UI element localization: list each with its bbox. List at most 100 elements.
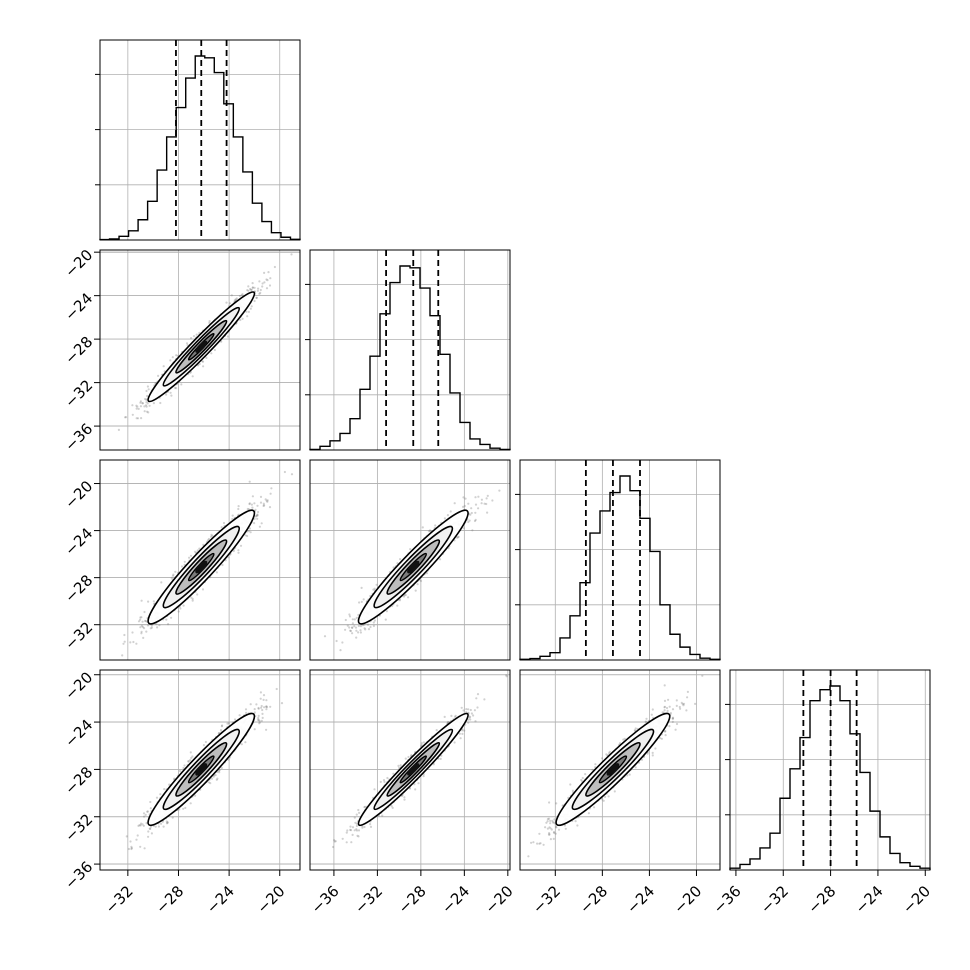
scatter-point [190, 596, 193, 599]
scatter-point [248, 502, 251, 505]
scatter-point [348, 615, 352, 618]
scatter-point [189, 751, 192, 754]
scatter-point [351, 626, 354, 629]
scatter-point [210, 352, 213, 355]
scatter-point [206, 539, 209, 542]
scatter-point [269, 492, 272, 495]
scatter-point [253, 711, 256, 714]
scatter-point [177, 610, 180, 613]
scatter-point [156, 626, 159, 629]
scatter-point [191, 599, 194, 602]
scatter-point [141, 620, 144, 623]
scatter-point [143, 410, 146, 413]
scatter-point [434, 524, 437, 527]
scatter-point [131, 631, 134, 634]
scatter-point [143, 405, 146, 408]
scatter-point [257, 707, 260, 710]
scatter-point [255, 296, 258, 299]
scatter-point [240, 294, 243, 297]
scatter-point [227, 556, 230, 559]
scatter-point [248, 480, 251, 483]
scatter-point [491, 499, 494, 502]
scatter-point [231, 514, 234, 517]
panel-content [121, 470, 294, 657]
scatter-point [354, 626, 358, 629]
histogram-panel-2 [515, 459, 721, 661]
scatter-panel-2-1 [309, 459, 511, 666]
scatter-point [171, 356, 174, 359]
scatter-point [396, 562, 399, 565]
scatter-point [179, 607, 182, 610]
scatter-point [427, 530, 431, 533]
scatter-point [349, 629, 352, 633]
scatter-point [253, 522, 256, 525]
scatter-point [344, 618, 347, 622]
scatter-point [136, 834, 139, 837]
scatter-point [369, 625, 372, 629]
scatter-point [259, 291, 262, 294]
scatter-point [208, 320, 211, 323]
scatter-point [234, 298, 237, 301]
scatter-point [348, 613, 351, 616]
scatter-point [416, 583, 419, 586]
scatter-point [132, 640, 135, 644]
scatter-point [145, 389, 148, 393]
scatter-point [165, 822, 169, 825]
scatter-point [425, 572, 429, 575]
scatter-point [187, 760, 190, 763]
scatter-point [169, 359, 172, 362]
scatter-point [213, 348, 216, 352]
scatter-point [148, 827, 151, 830]
scatter-point [172, 573, 175, 576]
scatter-point [341, 641, 344, 644]
scatter-point [190, 337, 193, 340]
scatter-point [262, 504, 265, 507]
scatter-point [283, 470, 286, 474]
scatter-point [269, 277, 272, 280]
scatter-point [226, 335, 229, 338]
scatter-point [251, 282, 254, 285]
scatter-point [364, 628, 367, 631]
scatter-point [463, 504, 466, 508]
scatter-point [353, 625, 356, 628]
scatter-point [449, 510, 452, 513]
scatter-point [248, 502, 251, 506]
scatter-point [351, 622, 354, 625]
scatter-point [189, 554, 193, 557]
scatter-point [419, 579, 423, 583]
scatter-point [218, 769, 221, 772]
scatter-point [439, 558, 442, 561]
scatter-point [428, 529, 432, 532]
panel-content [117, 253, 293, 431]
scatter-point [253, 286, 256, 289]
scatter-point [357, 624, 360, 628]
scatter-point [396, 604, 399, 607]
scatter-point [139, 824, 142, 827]
scatter-point [191, 597, 194, 601]
scatter-point [198, 331, 201, 334]
scatter-point [239, 544, 243, 547]
scatter-point [192, 335, 196, 338]
scatter-point [326, 664, 328, 666]
scatter-point [196, 593, 199, 596]
scatter-point [421, 526, 424, 529]
scatter-point [140, 417, 143, 420]
scatter-point [198, 547, 201, 550]
scatter-point [123, 633, 126, 637]
scatter-point [257, 287, 260, 290]
scatter-point [474, 518, 477, 522]
scatter-point [202, 365, 205, 368]
scatter-point [414, 589, 417, 592]
scatter-point [139, 400, 142, 403]
scatter-point [462, 527, 465, 530]
scatter-point [254, 508, 257, 511]
scatter-point [266, 279, 269, 282]
scatter-point [146, 394, 149, 398]
scatter-point [129, 840, 132, 843]
scatter-point [171, 816, 174, 819]
scatter-point [250, 305, 253, 308]
scatter-point [290, 473, 294, 476]
scatter-point [186, 344, 189, 347]
scatter-point [165, 820, 168, 823]
scatter-point [141, 625, 144, 629]
